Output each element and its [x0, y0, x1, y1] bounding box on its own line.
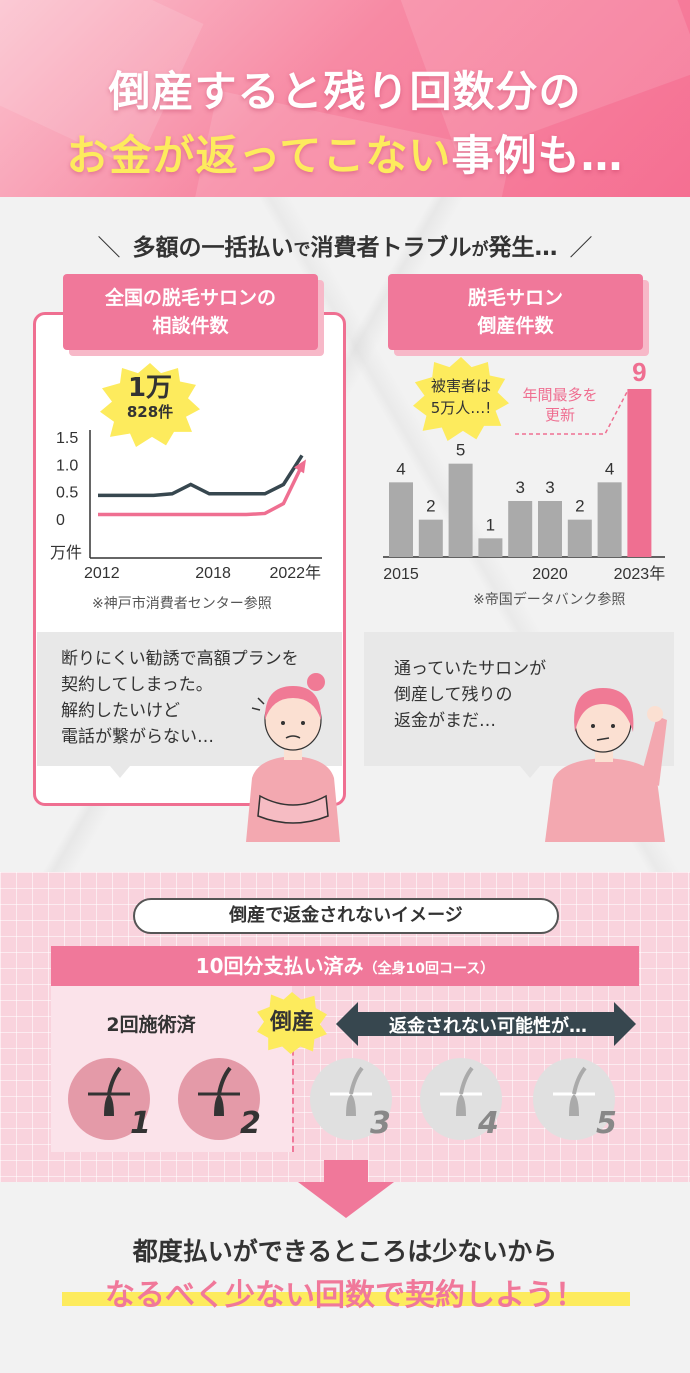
- session-number: 1: [130, 1106, 151, 1141]
- right-source: ※帝国データバンク参照: [473, 592, 626, 608]
- hair-follicle-icon: [88, 1066, 130, 1116]
- bar-2023年: [627, 389, 652, 557]
- subtitle-part3: 消費者トラブル: [310, 235, 472, 261]
- subtitle: ＼ 多額の一括払いで消費者トラブルが発生… ／: [0, 228, 690, 262]
- slash-right-icon: ／: [569, 235, 593, 261]
- left-source: ※神戸市消費者センター参照: [92, 596, 272, 612]
- bottom-line2: なるべく少ない回数で契約しよう！: [105, 1278, 585, 1313]
- refund-arrow-icon: [336, 1002, 636, 1046]
- speech-tail-icon: [110, 766, 130, 778]
- speech-tail-icon: [520, 766, 540, 778]
- line-series-1: [98, 454, 304, 498]
- header-rest: 事例も…: [451, 131, 624, 180]
- bar-x-tick: 2015: [383, 566, 419, 583]
- line-y-tick: 1.5: [56, 430, 78, 447]
- down-arrow-icon: [298, 1160, 394, 1218]
- right-speech-line: 倒産して残りの: [394, 685, 513, 705]
- session-number: 5: [596, 1106, 617, 1141]
- left-title-line1: 全国の脱毛サロンの: [104, 287, 276, 309]
- done-label: 2回施術済: [106, 1014, 196, 1036]
- slash-left-icon: ＼: [97, 235, 121, 261]
- left-speech-line: 電話が繋がらない…: [61, 727, 214, 747]
- count-big: 1万: [127, 373, 173, 403]
- divider-dashed: [292, 1040, 294, 1152]
- bar-2022: [597, 482, 622, 557]
- bar-2015: [389, 482, 413, 557]
- session-number: 4: [478, 1106, 499, 1141]
- line-x-tick: 2022年: [269, 564, 321, 582]
- bar-value-label: 4: [605, 459, 614, 478]
- paid-band-main: 10回分支払い済み: [195, 954, 364, 978]
- left-speech-line: 解約したいけど: [61, 701, 180, 721]
- bar-2021: [567, 519, 592, 557]
- line-arrowhead-icon: [294, 459, 306, 474]
- line-x-tick: 2018: [195, 565, 231, 582]
- right-speech-line: 通っていたサロンが: [394, 659, 547, 679]
- left-title-line2: 相談件数: [152, 315, 229, 337]
- woman-arms-crossed-icon: [246, 673, 340, 842]
- line-y-tick: 1.0: [56, 457, 78, 474]
- bar-value-label: 3: [515, 478, 524, 497]
- line-y-tick: 0.5: [56, 485, 78, 502]
- bar-x-tick: 2020: [532, 566, 568, 583]
- bar-chart: 4 2 5 1 3 3 2 4 9 2015 2020 2023年: [383, 357, 666, 583]
- hair-follicle-icon: [440, 1066, 482, 1116]
- subtitle-part1: 多額の一括払い: [132, 235, 294, 261]
- right-title-line1: 脱毛サロン: [467, 287, 563, 309]
- session-number: 3: [370, 1106, 391, 1141]
- paid-band-small: （全身10回コース）: [363, 961, 495, 977]
- right-panel-title: 脱毛サロン 倒産件数: [388, 274, 643, 350]
- subtitle-part4: が: [471, 240, 489, 260]
- subtitle-part2: で: [293, 240, 311, 260]
- line-x-tick: 2012: [84, 565, 120, 582]
- bar-value-label: 2: [575, 497, 584, 516]
- bar-value-label: 5: [456, 441, 465, 460]
- bar-value-label: 3: [545, 478, 554, 497]
- subtitle-part5: 発生…: [488, 235, 558, 261]
- bar-2017: [448, 463, 473, 557]
- left-panel-title: 全国の脱毛サロンの 相談件数: [63, 274, 318, 350]
- header-title-line2: お金が返ってこない事例も…: [0, 122, 690, 183]
- left-speech-line: 断りにくい勧誘で高額プランを: [61, 649, 299, 669]
- bar-2020: [538, 501, 562, 557]
- line-y-tick: 0: [56, 512, 65, 529]
- hair-follicle-icon: [553, 1066, 595, 1116]
- bottom-highlight: [62, 1292, 630, 1306]
- bar-value-label: 4: [396, 459, 405, 478]
- bar-value-label: 1: [486, 515, 495, 534]
- bar-value-label: 2: [426, 497, 435, 516]
- bottom-line1: 都度払いができるところは少ないから: [132, 1237, 558, 1266]
- bar-2018: [478, 538, 503, 557]
- header-banner: [0, 0, 690, 197]
- bar-value-label: 9: [632, 357, 646, 387]
- bar-x-tick: 2023年: [614, 565, 666, 583]
- count-small: 828件: [126, 403, 174, 421]
- annot-line1: 年間最多を: [522, 386, 598, 404]
- left-speech-line: 契約してしまった。: [61, 675, 213, 695]
- session-number: 2: [240, 1106, 261, 1141]
- header-highlight: お金が返ってこない: [66, 131, 452, 180]
- right-title-line2: 倒産件数: [477, 315, 554, 337]
- line-chart: 1.5 1.0 0.5 0 2012 2018 2022年 万件: [50, 430, 322, 582]
- annotation-leader: [515, 391, 628, 435]
- hair-follicle-icon: [198, 1066, 240, 1116]
- paid-band: 10回分支払い済み（全身10回コース）: [51, 946, 639, 986]
- refund-label: 返金されない可能性が…: [389, 1016, 587, 1037]
- header-title-line1: 倒産すると残り回数分の: [108, 67, 582, 116]
- image-section-title: 倒産で返金されないイメージ: [133, 898, 559, 934]
- annot-line2: 更新: [544, 406, 575, 424]
- victims-line2: 5万人…!: [430, 399, 492, 417]
- line-series-2: [98, 464, 304, 517]
- bar-2019: [508, 501, 533, 557]
- line-unit-label: 万件: [50, 544, 82, 562]
- hair-follicle-icon: [330, 1066, 372, 1116]
- victims-line1: 被害者は: [430, 377, 491, 395]
- bar-2016: [418, 519, 443, 557]
- hair-icons: [88, 1066, 595, 1116]
- right-speech-line: 返金がまだ…: [394, 711, 496, 731]
- woman-worried-icon: [545, 688, 667, 842]
- record-annotation: 年間最多を 更新: [510, 385, 610, 425]
